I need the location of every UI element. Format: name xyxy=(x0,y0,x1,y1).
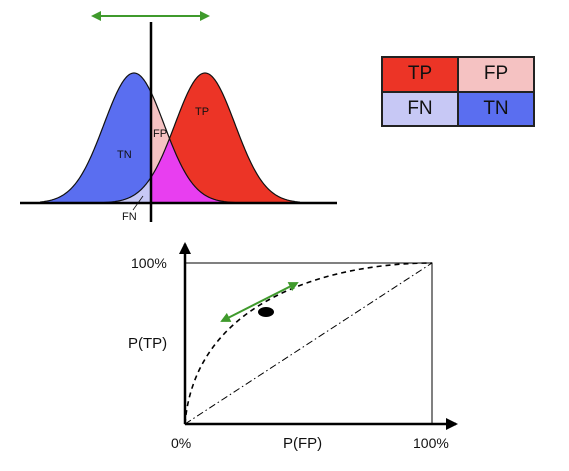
fn-leader-line xyxy=(132,195,144,211)
roc-y-label: P(TP) xyxy=(128,335,167,352)
positive-distribution xyxy=(151,73,300,203)
tp-label: TP xyxy=(195,106,209,118)
fn-label: FN xyxy=(122,211,137,223)
roc-x-max-label: 100% xyxy=(413,435,449,451)
matrix-cell-label: TP xyxy=(407,63,433,85)
overlap-region xyxy=(151,139,240,203)
fp-label: FP xyxy=(153,128,167,140)
chance-diagonal xyxy=(184,262,433,425)
tn-label: TN xyxy=(117,149,132,161)
negative-distribution xyxy=(40,73,151,203)
operating-point-arrow xyxy=(220,282,299,322)
distribution-diagram: TN TP FP FN xyxy=(20,11,337,223)
matrix-cell-label: TN xyxy=(483,97,509,119)
matrix-cell-label: FN xyxy=(407,97,433,119)
matrix-cell-tn: TN xyxy=(458,91,534,126)
negative-curve-outline xyxy=(39,72,241,204)
confusion-matrix: TP FP FN TN xyxy=(381,56,535,127)
matrix-cell-tp: TP xyxy=(382,57,458,92)
matrix-cell-fn: FN xyxy=(382,91,458,126)
matrix-cell-label: FP xyxy=(483,63,509,85)
roc-plot: 100% P(TP) 0% P(FP) 100% xyxy=(128,242,458,452)
roc-x-label: P(FP) xyxy=(283,435,322,452)
operating-point[interactable] xyxy=(258,307,274,317)
false-negative-region xyxy=(100,177,151,203)
roc-origin-label: 0% xyxy=(171,435,191,451)
roc-y-max-label: 100% xyxy=(131,255,167,271)
positive-curve-outline xyxy=(99,72,301,204)
matrix-cell-fp: FP xyxy=(458,57,534,92)
